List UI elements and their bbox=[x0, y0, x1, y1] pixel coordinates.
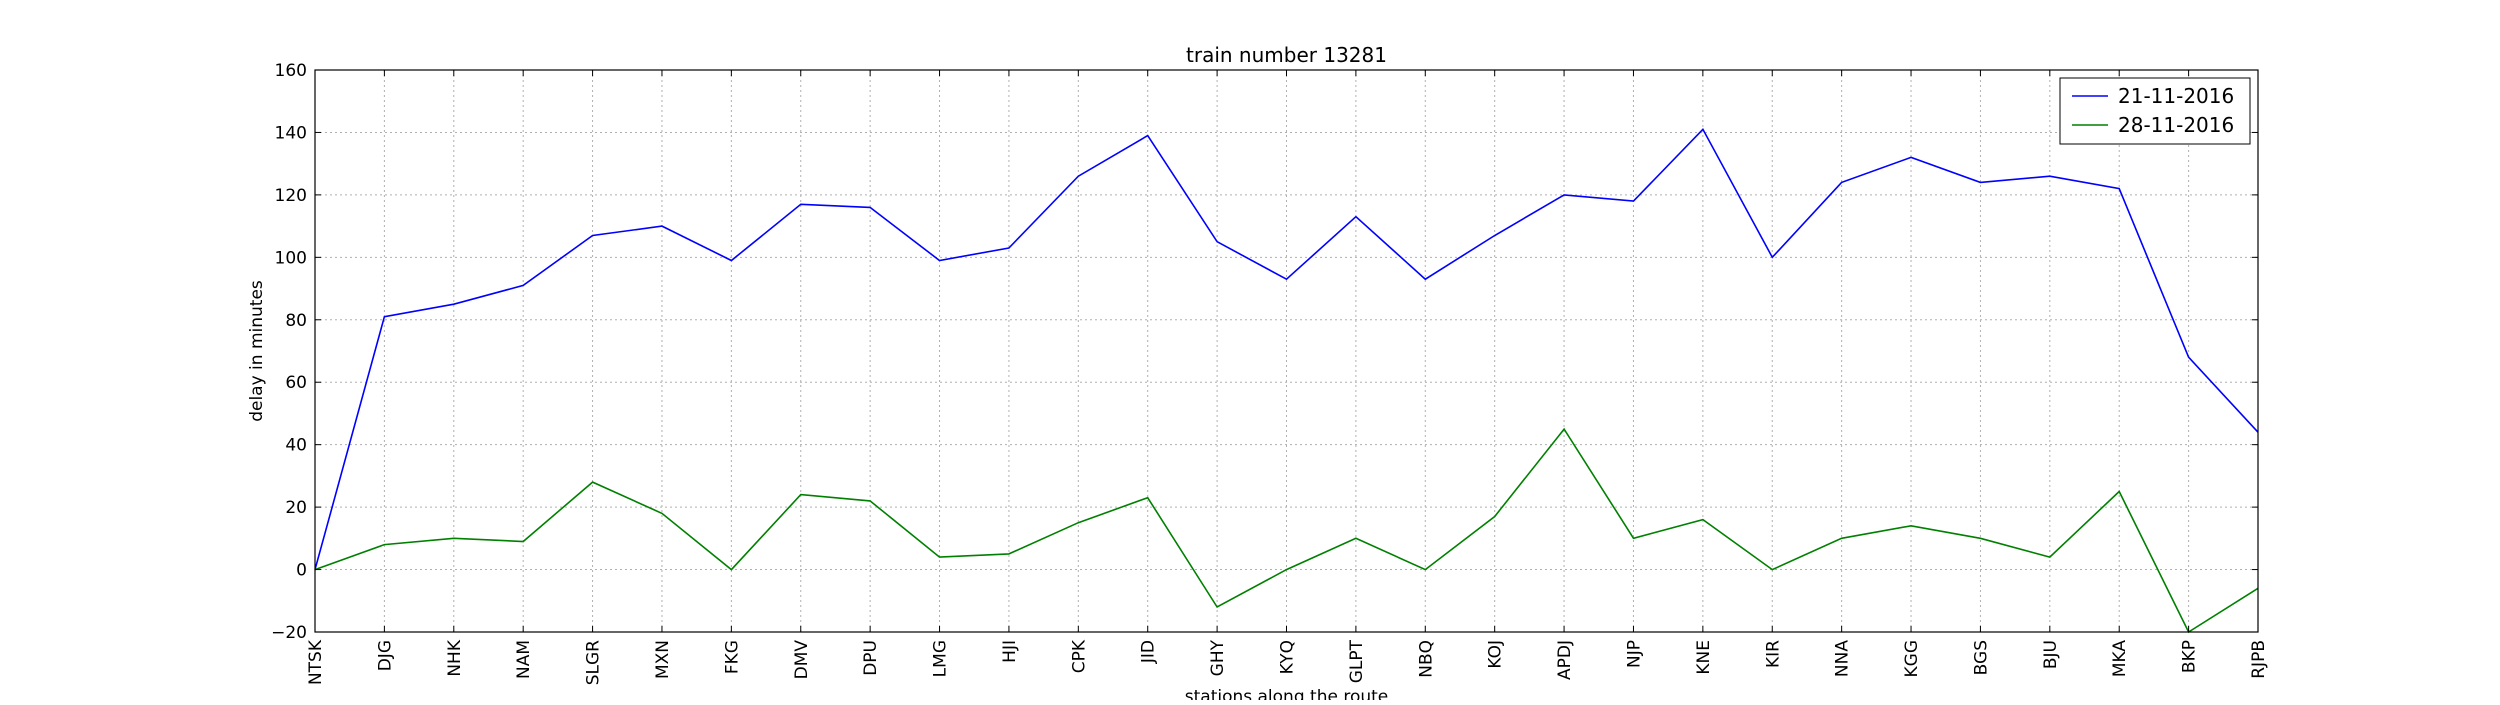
x-tick-label: NAM bbox=[514, 640, 534, 679]
legend-label: 28-11-2016 bbox=[2118, 113, 2234, 137]
x-tick-label: LMG bbox=[931, 640, 951, 677]
y-tick-label: 0 bbox=[296, 561, 307, 581]
x-tick-label: NTSK bbox=[306, 639, 326, 685]
x-tick-label: APDJ bbox=[1555, 640, 1575, 680]
y-tick-label: −20 bbox=[271, 623, 307, 643]
legend: 21-11-2016 28-11-2016 bbox=[2059, 77, 2251, 145]
x-tick-label: BJU bbox=[2041, 640, 2061, 669]
y-tick-label: 20 bbox=[285, 498, 307, 518]
x-tick-label: KNE bbox=[1694, 640, 1714, 675]
legend-box bbox=[2059, 77, 2251, 145]
x-tick-label: NBQ bbox=[1416, 640, 1436, 678]
y-tick-label: 160 bbox=[275, 61, 307, 81]
y-tick-label: 40 bbox=[285, 436, 307, 456]
x-tick-label: BKP bbox=[2180, 640, 2200, 673]
series-line-2 bbox=[314, 427, 2259, 634]
y-tick-label: 100 bbox=[275, 248, 307, 268]
grid-layer bbox=[315, 70, 2258, 632]
x-tick-label: HJI bbox=[1000, 640, 1020, 663]
y-tick-label: 80 bbox=[285, 311, 307, 331]
chart-title: train number 13281 bbox=[1186, 43, 1387, 67]
x-tick-label: NNA bbox=[1833, 640, 1853, 677]
x-tick-label: BGS bbox=[1971, 640, 1991, 675]
y-tick-label: 120 bbox=[275, 186, 307, 206]
x-tick-label: KYQ bbox=[1278, 640, 1298, 674]
x-tick-label: MXN bbox=[653, 640, 673, 679]
x-axis-label: stations along the route bbox=[1185, 687, 1389, 700]
x-tick-label: MKA bbox=[2110, 640, 2130, 678]
x-tick-label: SLGR bbox=[584, 640, 604, 685]
y-axis-label: delay in minutes bbox=[247, 280, 267, 422]
x-tick-label: RJPB bbox=[2249, 640, 2269, 679]
x-tick-label: CPK bbox=[1069, 639, 1089, 673]
x-tick-label: DMV bbox=[792, 640, 812, 680]
series-layer bbox=[314, 127, 2259, 634]
ticks-layer bbox=[314, 69, 2259, 633]
x-tick-label: KOJ bbox=[1486, 640, 1506, 669]
legend-label: 21-11-2016 bbox=[2118, 84, 2234, 108]
series-line-1 bbox=[314, 127, 2259, 570]
y-tick-label: 60 bbox=[285, 373, 307, 393]
x-tick-label: GLPT bbox=[1347, 639, 1367, 683]
x-tick-label: NHK bbox=[445, 639, 465, 677]
x-tick-label: KIR bbox=[1763, 640, 1783, 668]
x-tick-label: JID bbox=[1139, 640, 1159, 664]
x-tick-label: FKG bbox=[722, 640, 742, 674]
y-tick-label: 140 bbox=[275, 123, 307, 143]
x-tick-label: GHY bbox=[1208, 639, 1228, 676]
x-tick-label: DJG bbox=[375, 640, 395, 671]
labels-layer: NTSK DJG NHK NAM SLGR MXN FKG DMV DPU LMG HJI CPK JI… bbox=[247, 43, 2269, 705]
x-tick-label: NJP bbox=[1624, 640, 1644, 668]
x-tick-label: KGG bbox=[1902, 640, 1922, 678]
x-tick-label: DPU bbox=[861, 640, 881, 676]
